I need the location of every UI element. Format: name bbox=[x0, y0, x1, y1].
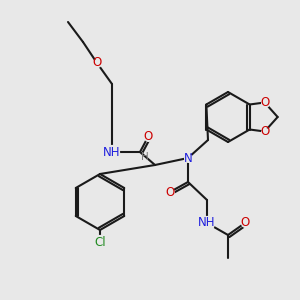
Text: N: N bbox=[184, 152, 192, 164]
Text: O: O bbox=[92, 56, 102, 70]
Text: O: O bbox=[165, 185, 175, 199]
Text: O: O bbox=[240, 217, 250, 230]
Text: H: H bbox=[141, 152, 149, 162]
Text: O: O bbox=[260, 96, 269, 109]
Text: NH: NH bbox=[198, 217, 216, 230]
Text: NH: NH bbox=[103, 146, 121, 158]
Text: O: O bbox=[143, 130, 153, 143]
Text: O: O bbox=[260, 125, 269, 138]
Text: Cl: Cl bbox=[94, 236, 106, 248]
